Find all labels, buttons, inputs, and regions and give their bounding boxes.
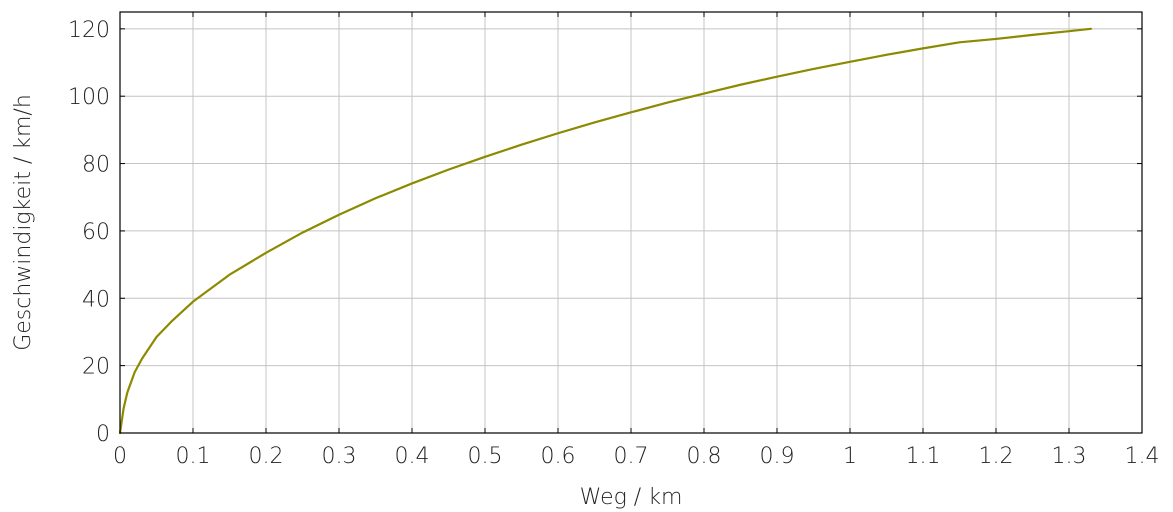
x-tick-label: 1	[843, 444, 857, 469]
y-axis-title: Geschwindigkeit / km/h	[11, 94, 36, 351]
y-tick-label: 60	[82, 220, 110, 245]
x-tick-label: 0.8	[687, 444, 722, 469]
x-tick-label: 1.1	[906, 444, 941, 469]
y-tick-label: 0	[96, 422, 110, 447]
x-tick-label: 0	[113, 444, 127, 469]
x-tick-label: 0.5	[468, 444, 503, 469]
x-tick-label: 0.4	[395, 444, 430, 469]
y-tick-label: 80	[82, 153, 110, 178]
y-tick-label: 120	[68, 18, 110, 43]
x-tick-label: 1.3	[1052, 444, 1087, 469]
series-layer	[118, 27, 1093, 435]
y-tick-label: 100	[68, 85, 110, 110]
y-tick-label: 20	[82, 355, 110, 380]
series-line-0	[118, 27, 1093, 435]
x-tick-label: 0.1	[176, 444, 211, 469]
x-tick-label: 0.7	[614, 444, 649, 469]
tick-labels: 0 0.1 0.2 0.3 0.4 0.5 0.6 0.7 0.8 0.9 1 1.1 1.2 1.3 1.…	[68, 18, 1160, 469]
grid-lines	[119, 12, 1143, 434]
x-tick-label: 0.9	[760, 444, 795, 469]
x-tick-label: 0.2	[249, 444, 284, 469]
x-tick-label: 0.6	[541, 444, 576, 469]
x-tick-label: 1.2	[979, 444, 1014, 469]
x-tick-label: 1.4	[1125, 444, 1160, 469]
x-tick-label: 0.3	[322, 444, 357, 469]
plot-frame	[119, 11, 1143, 434]
x-axis-title: Weg / km	[580, 485, 683, 510]
y-tick-label: 40	[82, 287, 110, 312]
